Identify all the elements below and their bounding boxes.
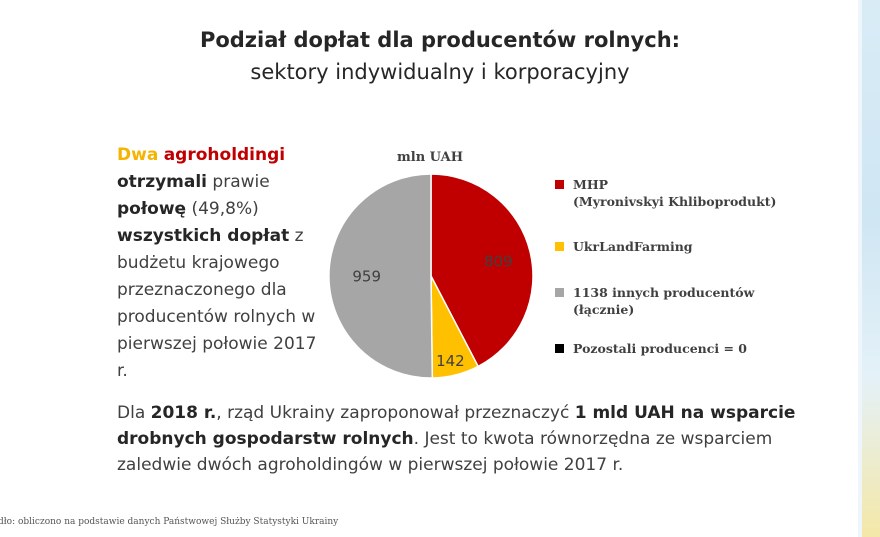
- decorative-side-strip: [858, 0, 880, 537]
- legend-swatch: [555, 344, 564, 353]
- pie-labels: 809 142 959: [352, 252, 512, 370]
- legend-label-line-1: Pozostali producenci = 0: [573, 341, 747, 356]
- summary-paragraph: Dwa agroholdingi otrzymali prawie połowę…: [117, 142, 317, 385]
- legend-label: MHP (Myronivskyi Khliboprodukt): [573, 176, 776, 210]
- legend-swatch: [555, 288, 564, 297]
- summary-word-received: otrzymali: [117, 172, 208, 192]
- legend-swatch: [555, 242, 564, 251]
- legend-label: UkrLandFarming: [573, 238, 693, 255]
- conclusion-year: 2018 r.: [150, 403, 217, 423]
- summary-percent: (49,8%): [191, 199, 259, 219]
- pie-label-3: 959: [352, 267, 381, 285]
- legend-item-4: Pozostali producenci = 0: [555, 340, 747, 357]
- conclusion-part-1: Dla: [117, 403, 151, 423]
- conclusion-paragraph: Dla 2018 r., rząd Ukrainy zaproponował p…: [117, 400, 837, 478]
- pie-slice-1: [430, 173, 534, 368]
- source-note: dło: obliczono na podstawie danych Państ…: [0, 517, 339, 527]
- legend-item-2: UkrLandFarming: [555, 238, 693, 255]
- chart-unit-label: mln UAH: [397, 150, 463, 165]
- summary-word-almost: prawie: [212, 172, 270, 192]
- legend-label-line-1: UkrLandFarming: [573, 239, 693, 254]
- legend-item-1: MHP (Myronivskyi Khliboprodukt): [555, 176, 776, 210]
- decorative-side-line: [858, 0, 862, 537]
- legend-swatch: [555, 180, 564, 189]
- pie-slice-3: [328, 173, 434, 379]
- legend-label-line-2: (łącznie): [573, 302, 635, 317]
- slide-subtitle: sektory indywidualny i korporacyjny: [250, 60, 630, 84]
- pie-label-2: 142: [436, 352, 465, 370]
- conclusion-part-5: . Jest to kwota równorzędna ze wsparciem…: [117, 429, 773, 475]
- pie-slices: [328, 173, 534, 379]
- pie-label-1: 809: [484, 252, 513, 270]
- summary-word-agroholdings: agroholdingi: [163, 145, 286, 165]
- slide-title: Podział dopłat dla producentów rolnych:: [199, 28, 681, 52]
- legend-item-3: 1138 innych producentów (łącznie): [555, 284, 754, 318]
- legend-label-line-2: (Myronivskyi Khliboprodukt): [573, 194, 777, 209]
- legend-label-line-1: 1138 innych producentów: [573, 285, 755, 300]
- legend-label: Pozostali producenci = 0: [573, 340, 747, 357]
- summary-word-half: połowę: [117, 199, 187, 219]
- summary-word-two: Dwa: [117, 145, 159, 165]
- summary-all-subsidies: wszystkich dopłat: [117, 226, 290, 246]
- legend-label: 1138 innych producentów (łącznie): [573, 284, 754, 318]
- summary-rest: z budżetu krajowego przeznaczonego dla p…: [117, 226, 317, 381]
- legend-label-line-1: MHP: [573, 177, 609, 192]
- conclusion-highlight: 1 mld UAH na wsparcie drobnych gospodars…: [117, 403, 796, 449]
- conclusion-part-3: , rząd Ukrainy zaproponował przeznaczyć: [216, 403, 575, 423]
